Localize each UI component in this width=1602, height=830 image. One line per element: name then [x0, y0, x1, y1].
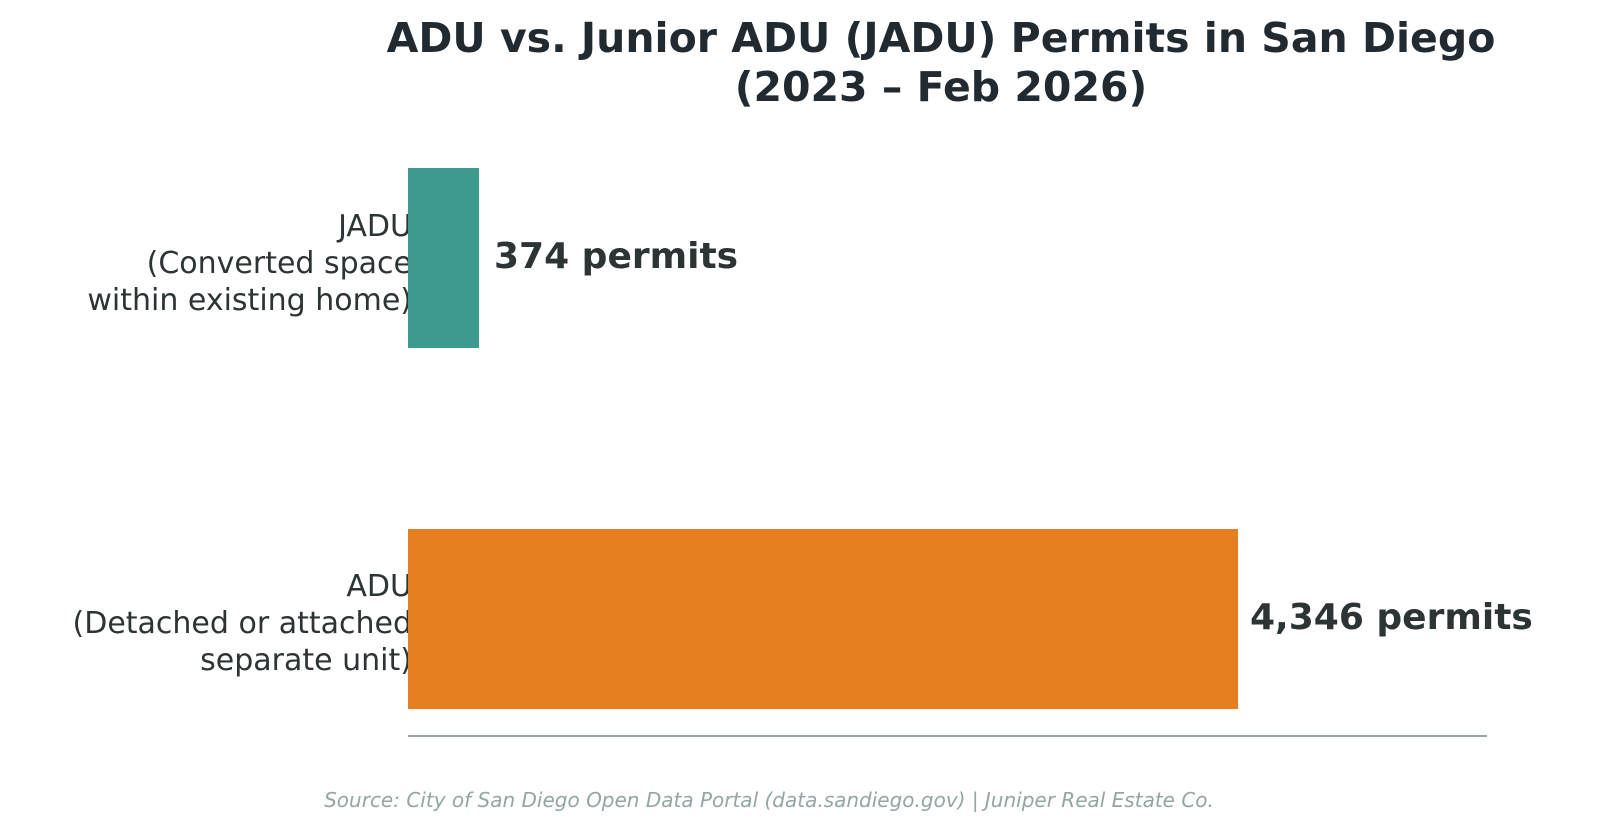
category-label-line: separate unit)	[200, 643, 412, 678]
category-label-line: (Detached or attached	[72, 606, 412, 641]
chart-title: ADU vs. Junior ADU (JADU) Permits in San…	[330, 14, 1552, 112]
source-note: Source: City of San Diego Open Data Port…	[324, 788, 1214, 812]
category-label-adu: ADU (Detached or attached separate unit)	[73, 568, 412, 679]
chart-title-line1: ADU vs. Junior ADU (JADU) Permits in San…	[386, 14, 1496, 62]
category-label-line: (Converted space	[146, 246, 412, 281]
bar-adu	[408, 529, 1238, 709]
chart-title-line2: (2023 – Feb 2026)	[734, 63, 1148, 111]
category-label-jadu: JADU (Converted space within existing ho…	[87, 208, 412, 319]
category-label-line: within existing home)	[87, 283, 412, 318]
x-axis-line	[408, 735, 1487, 737]
value-label-adu: 4,346 permits	[1250, 597, 1533, 638]
category-label-line: ADU	[346, 569, 412, 604]
value-label-jadu: 374 permits	[494, 236, 739, 277]
category-label-line: JADU	[338, 209, 412, 244]
bar-jadu	[408, 168, 479, 348]
